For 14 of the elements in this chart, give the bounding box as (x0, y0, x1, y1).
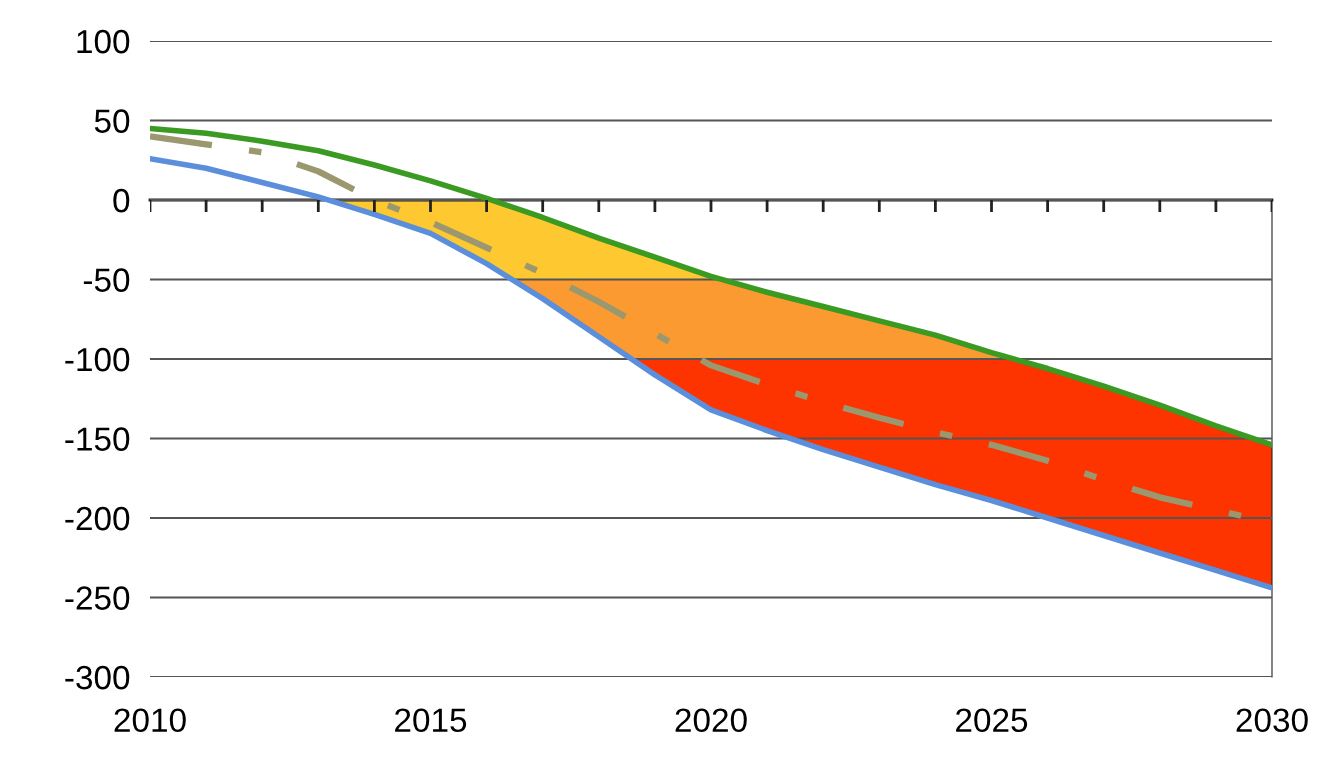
x-tick-label: 2025 (956, 708, 1028, 733)
y-tick-label: -300 (65, 665, 130, 690)
y-tick-label: -100 (65, 347, 130, 372)
x-tick-label: 2010 (114, 708, 186, 733)
y-tick-label: -200 (65, 506, 130, 531)
y-tick-label: -250 (65, 586, 130, 610)
y-tick-label: -150 (65, 427, 130, 451)
y-tick-label: 100 (77, 29, 130, 54)
x-tick-label: 2020 (675, 708, 747, 733)
y-tick-label: 50 (94, 109, 130, 133)
x-tick-label: 2030 (1236, 708, 1308, 733)
x-tick-label: 2015 (395, 708, 467, 733)
y-tick-label: 0 (113, 188, 130, 213)
y-tick-label: -50 (83, 268, 130, 292)
